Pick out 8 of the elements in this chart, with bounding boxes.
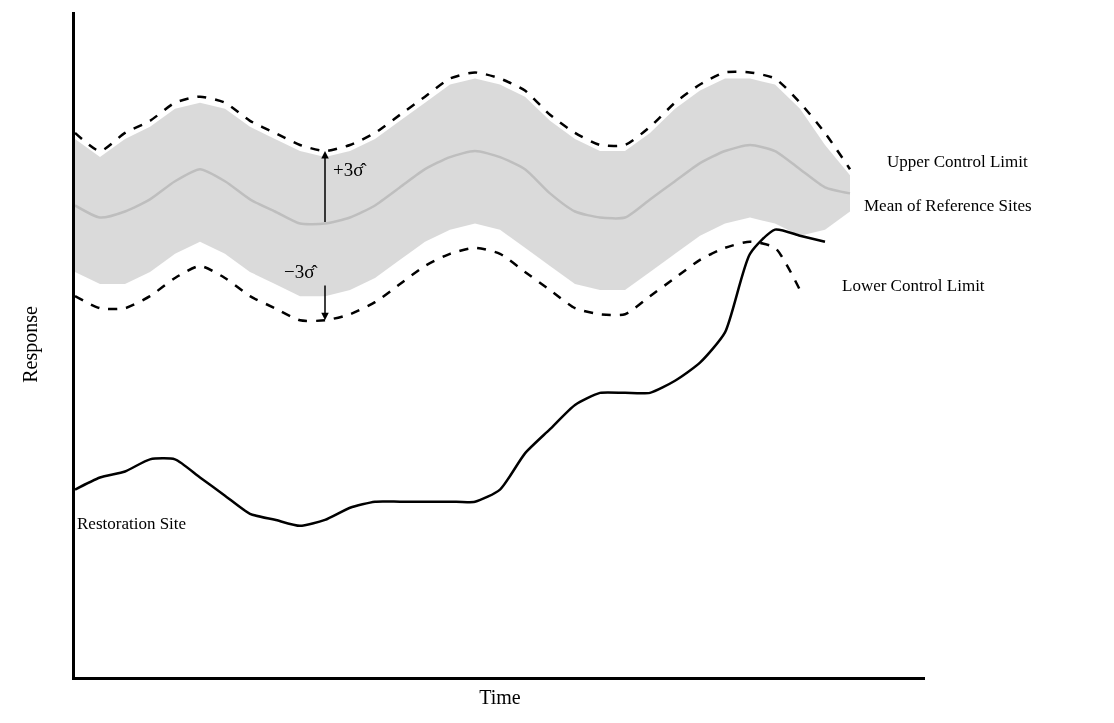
series-label: Restoration Site [77,514,187,533]
y-axis-title: Response [18,306,42,383]
text: Lower Control Limit [842,276,985,295]
x-axis-title: Time [479,685,521,708]
series-label: Mean of Reference Sites [864,196,1032,215]
annotation: +3σ̂ [333,159,367,180]
text: Upper Control Limit [887,152,1028,171]
annotation: −3σ̂ [284,261,318,282]
